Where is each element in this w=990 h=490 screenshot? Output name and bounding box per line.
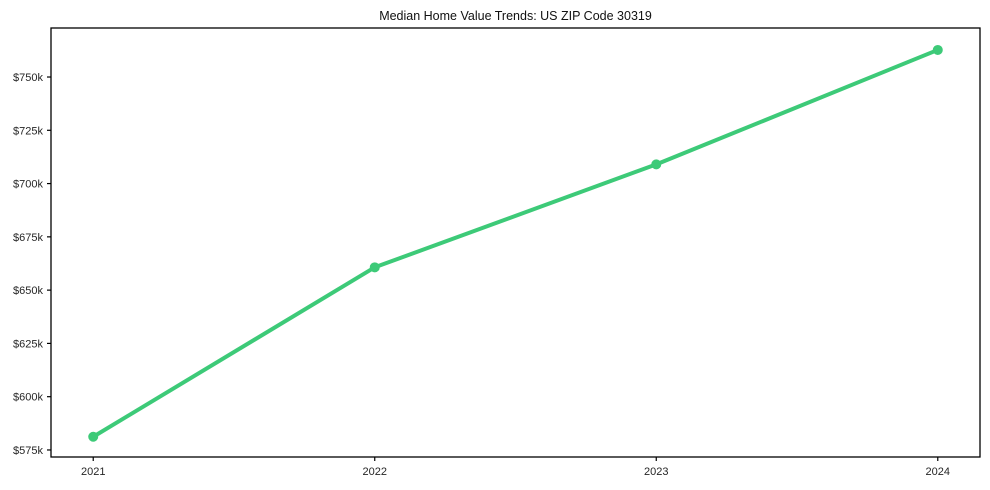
data-point-marker	[369, 262, 380, 273]
trend-series	[88, 44, 943, 442]
x-tick-label: 2022	[363, 466, 387, 478]
y-axis-ticks: $575k $600k $625k $650k $675k $700k $725k $750k	[13, 72, 51, 457]
x-tick-label: 2024	[926, 466, 950, 478]
y-tick-label: $625k	[13, 338, 43, 350]
data-point-marker	[651, 159, 662, 170]
data-point-marker	[88, 431, 99, 442]
y-tick-label: $750k	[13, 72, 43, 84]
y-tick-label: $650k	[13, 285, 43, 297]
chart-title: Median Home Value Trends: US ZIP Code 30…	[379, 9, 652, 23]
x-tick-label: 2023	[644, 466, 668, 478]
x-tick-label: 2021	[81, 466, 105, 478]
y-tick-label: $675k	[13, 232, 43, 244]
y-tick-label: $575k	[13, 445, 43, 457]
y-tick-label: $600k	[13, 392, 43, 404]
plot-area-border	[50, 27, 981, 458]
y-tick-label: $700k	[13, 179, 43, 191]
x-axis-ticks: 2021 2022 2023 2024	[81, 457, 950, 478]
data-point-marker	[932, 44, 943, 55]
trend-line	[91, 47, 940, 439]
y-tick-label: $725k	[13, 125, 43, 137]
